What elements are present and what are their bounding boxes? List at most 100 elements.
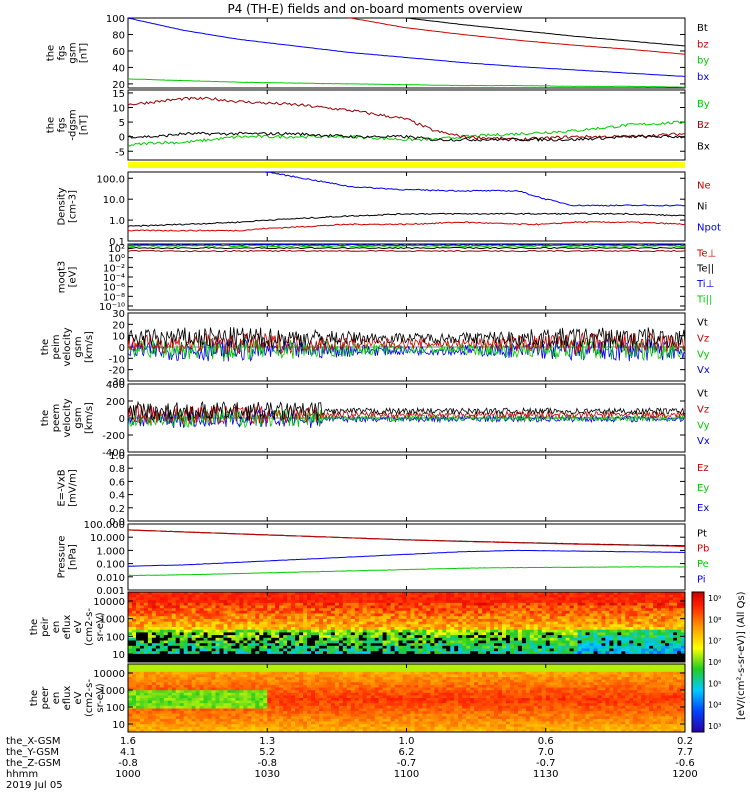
peer-panel-ytick-label: 100 <box>106 703 125 714</box>
pressure-panel-ytick-label: 0.001 <box>96 586 125 597</box>
fgs-panel-ylabel: fgs <box>57 45 68 60</box>
x-axis-tick-label: -0.8 <box>118 758 138 769</box>
efield-panel-frame <box>127 454 686 522</box>
peim-panel-ytick-label: -10 <box>109 354 125 365</box>
pressure-panel-legend-Pe: Pe <box>697 559 709 570</box>
colorbar-tick-label: 10⁴ <box>708 701 721 710</box>
x-axis-tick-label: -0.6 <box>675 758 695 769</box>
peim-panel-ytick-label: 20 <box>112 320 125 331</box>
peem-panel-series-Vt <box>128 400 685 421</box>
fgs-panel-series-bz <box>346 18 685 55</box>
peer-panel-ylabel: eflux <box>62 686 73 711</box>
colorbar-tick-label: 10⁷ <box>708 637 721 646</box>
peim-panel-series-Vy <box>128 337 685 362</box>
x-axis-tick-label: 7.7 <box>677 747 693 758</box>
peem-panel-ytick-label: -400 <box>102 448 125 459</box>
x-axis-tick-label: 4.1 <box>120 747 136 758</box>
peir-panel-ylabel: eV <box>73 620 84 633</box>
peer-panel-ylabel: eV <box>73 691 84 704</box>
peir-panel-ytick-label: 100 <box>106 632 125 643</box>
fgs-panel-ytick-label: 80 <box>112 30 125 41</box>
moqt3-panel-legend-Ti⊥: Ti⊥ <box>696 279 714 290</box>
density-panel-ytick-label: 10.0 <box>103 195 125 206</box>
peim-panel-ylabel: gsm <box>73 336 84 357</box>
moqt3-panel-legend-Te||: Te|| <box>696 264 714 275</box>
x-axis-tick-label: 1.3 <box>259 736 275 747</box>
peem-panel-ytick-label: -200 <box>102 431 125 442</box>
moqt3-panel-trace <box>128 244 685 248</box>
fgs-panel-ytick-label: 100 <box>106 14 125 25</box>
fgs-dgsm-panel-series-By <box>128 120 685 147</box>
density-panel-series-Ne <box>128 221 685 232</box>
moqt3-panel-ylabel: moqt3 <box>57 261 68 294</box>
colorbar-tick-label: 10⁵ <box>708 679 721 688</box>
colorbar-tick-label: 10⁶ <box>708 658 721 667</box>
fgs-dgsm-panel-ylabel: [nT] <box>79 115 90 135</box>
moqt3-panel-ytick-label: 10⁻¹⁰ <box>99 302 125 313</box>
x-axis-tick-label: -0.7 <box>397 758 417 769</box>
peem-panel-ytick-label: 400 <box>106 380 125 391</box>
efield-panel-ytick-label: 0.6 <box>109 477 125 488</box>
peir-panel-ytick-label: 1000 <box>100 615 125 626</box>
pressure-panel-ytick-label: 100.000 <box>84 520 125 531</box>
pressure-panel-series-Pe <box>128 566 685 577</box>
pressure-panel-ytick-label: 1.000 <box>96 546 125 557</box>
moqt3-panel-trace <box>128 249 685 253</box>
x-axis-tick-label: 6.2 <box>399 747 415 758</box>
peim-panel-legend-Vx: Vx <box>697 365 710 376</box>
efield-panel-legend-Ey: Ey <box>697 483 709 494</box>
colorbar-tick-label: 10⁸ <box>708 615 721 624</box>
peer-panel-ytick-label: 1000 <box>100 686 125 697</box>
peem-panel-legend-Vx: Vx <box>697 436 710 447</box>
peem-panel-ylabel: peem <box>51 404 62 432</box>
density-panel-legend-Ni: Ni <box>697 202 707 213</box>
x-axis-row-label: the_Z-GSM <box>6 758 61 769</box>
peim-panel-legend-Vt: Vt <box>697 318 708 329</box>
peer-panel-ylabel: the <box>29 690 40 706</box>
fgs-dgsm-panel-ytick-label: -5 <box>115 147 125 158</box>
pressure-panel-series-Pi <box>128 549 685 567</box>
moqt3-panel-legend-Ti||: Ti|| <box>696 294 712 305</box>
moqt3-panel-ytick-label: 10⁻² <box>103 263 125 274</box>
peem-panel-ylabel: the <box>40 410 51 426</box>
pressure-panel-legend-Pb: Pb <box>697 544 709 555</box>
peem-panel-legend-Vy: Vy <box>697 420 710 431</box>
chart-title: P4 (TH-E) fields and on-board moments ov… <box>227 2 523 16</box>
density-panel-ytick-label: 0.1 <box>109 237 125 248</box>
fgs-dgsm-panel-ytick-label: 15 <box>112 89 125 100</box>
density-panel-ylabel: Density <box>57 187 68 225</box>
moqt3-panel-ytick-label: 10⁻⁴ <box>103 273 125 284</box>
fgs-panel-legend-bz: bz <box>697 39 709 50</box>
moqt3-panel-ytick-label: 10⁻⁶ <box>103 283 125 294</box>
x-axis-tick-label: 1130 <box>533 769 558 780</box>
efield-panel-ytick-label: 0.2 <box>109 504 125 515</box>
fgs-dgsm-panel-ylabel: the <box>46 117 57 133</box>
density-panel-ytick-label: 1.0 <box>109 216 125 227</box>
efield-panel-ytick-label: 0.4 <box>109 491 125 502</box>
peir-panel-ylabel: peir <box>40 616 51 636</box>
fgs-dgsm-panel-legend-Bx: Bx <box>697 141 710 152</box>
density-panel-series-Npot <box>261 172 685 207</box>
pressure-panel-legend-Pt: Pt <box>697 528 707 539</box>
moqt3-panel-ytick-label: 10⁻⁸ <box>103 292 125 303</box>
x-axis-tick-label: 0.6 <box>538 736 554 747</box>
density-panel-series-Ni <box>128 212 685 227</box>
peim-panel-ytick-label: 10 <box>112 332 125 343</box>
peim-panel-ytick-label: -30 <box>109 377 125 388</box>
colorbar <box>691 591 705 733</box>
peem-panel-legend-Vz: Vz <box>697 404 709 415</box>
peer-panel-ylabel: sr-eV) <box>95 683 106 712</box>
fgs-panel-legend-by: by <box>697 56 709 67</box>
fgs-panel-series-bx <box>128 18 685 77</box>
x-axis-tick-label: 1.6 <box>120 736 136 747</box>
peir-panel-ylabel: eflux <box>62 615 73 640</box>
peim-panel-ylabel: [km/s] <box>84 331 95 363</box>
peer-panel-ylabel: (cm2-s- <box>84 679 95 717</box>
peir-panel-ytick-label: 10 <box>112 650 125 661</box>
moqt3-panel-legend-Te⊥: Te⊥ <box>696 248 716 259</box>
moqt3-panel-ytick-label: 10² <box>108 244 125 255</box>
fgs-panel-legend-bx: bx <box>697 72 709 83</box>
efield-panel-ytick-label: 0.8 <box>109 464 125 475</box>
fgs-panel-ytick-label: 60 <box>112 47 125 58</box>
